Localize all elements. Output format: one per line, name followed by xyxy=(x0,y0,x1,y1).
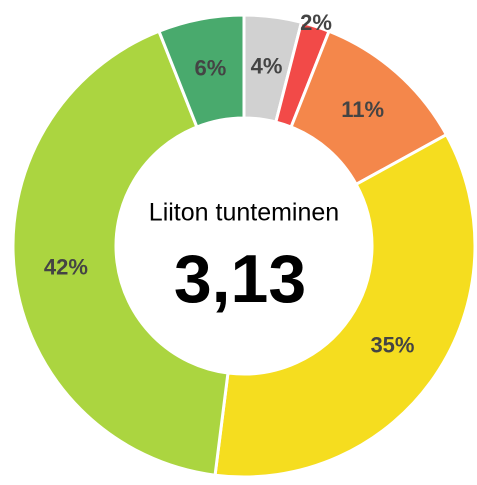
slice-label: 6% xyxy=(194,55,226,80)
center-value: 3,13 xyxy=(174,241,306,317)
slice xyxy=(213,132,477,479)
slice-label: 4% xyxy=(251,54,283,79)
slice-label: 2% xyxy=(300,10,332,35)
chart-title: Liiton tunteminen xyxy=(149,199,339,227)
slice xyxy=(11,29,230,477)
slice-label: 42% xyxy=(44,254,88,279)
slice-label: 35% xyxy=(370,333,414,358)
slice-label: 11% xyxy=(341,97,384,122)
slice xyxy=(157,13,246,129)
